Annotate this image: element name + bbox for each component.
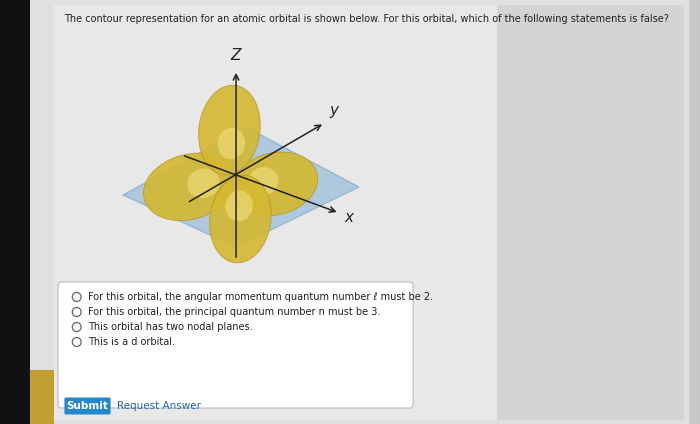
Ellipse shape [225,190,253,221]
Text: This orbital has two nodal planes.: This orbital has two nodal planes. [88,322,252,332]
Text: The contour representation for an atomic orbital is shown below. For this orbita: The contour representation for an atomic… [64,14,668,24]
FancyBboxPatch shape [58,282,413,408]
Ellipse shape [199,85,260,175]
Text: y: y [330,103,339,118]
Circle shape [72,293,81,301]
Bar [497,5,684,420]
FancyBboxPatch shape [64,398,111,415]
Polygon shape [123,127,359,247]
Ellipse shape [218,128,245,159]
Ellipse shape [187,169,220,198]
Ellipse shape [248,167,279,195]
Bar [0,0,29,424]
Text: Z: Z [231,48,241,63]
Bar [54,5,497,420]
Circle shape [72,338,81,346]
Text: x: x [344,209,354,224]
Text: For this orbital, the angular momentum quantum number ℓ must be 2.: For this orbital, the angular momentum q… [88,292,433,302]
Text: This is a d orbital.: This is a d orbital. [88,337,174,347]
Text: Submit: Submit [66,401,108,411]
Circle shape [72,307,81,316]
Circle shape [72,323,81,332]
Text: For this orbital, the principal quantum number n must be 3.: For this orbital, the principal quantum … [88,307,380,317]
Bar [29,370,54,424]
Ellipse shape [144,153,235,220]
Ellipse shape [232,152,318,215]
Ellipse shape [209,175,271,263]
Text: Request Answer: Request Answer [117,401,201,411]
